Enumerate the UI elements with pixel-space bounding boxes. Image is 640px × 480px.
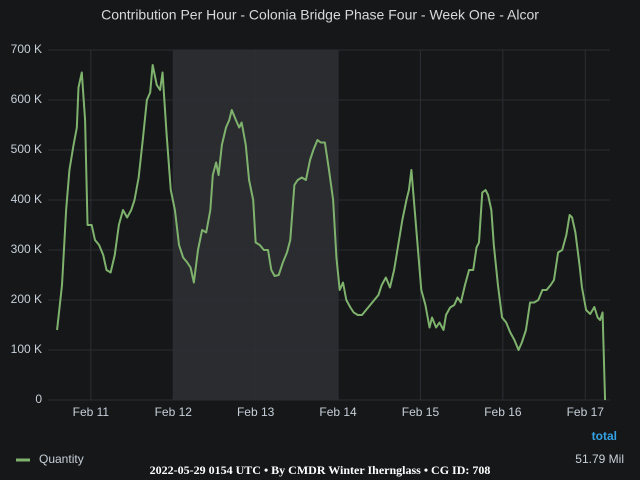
y-tick-label: 700 K — [11, 42, 42, 56]
legend-header: total — [592, 429, 617, 443]
y-tick-label: 100 K — [11, 342, 42, 356]
y-tick-label: 500 K — [11, 142, 42, 156]
x-tick-label: Feb 17 — [567, 405, 605, 419]
y-tick-label: 0 — [35, 392, 42, 406]
x-tick-label: Feb 16 — [484, 405, 522, 419]
x-tick-label: Feb 11 — [73, 405, 110, 419]
x-tick-label: Feb 15 — [402, 405, 440, 419]
x-tick-label: Feb 13 — [237, 405, 275, 419]
series-line — [56, 64, 607, 401]
x-tick-label: Feb 12 — [155, 405, 193, 419]
legend-label: Quantity — [39, 452, 84, 466]
y-tick-label: 400 K — [11, 192, 42, 206]
legend-total: 51.79 Mil — [575, 452, 624, 466]
x-tick-label: Feb 14 — [319, 405, 357, 419]
y-tick-label: 600 K — [11, 92, 42, 106]
y-tick-label: 300 K — [11, 242, 42, 256]
footer: 2022-05-29 0154 UTC • By CMDR Winter Ihe… — [150, 463, 491, 477]
chart-title: Contribution Per Hour - Colonia Bridge P… — [101, 7, 539, 23]
y-tick-label: 200 K — [11, 292, 42, 306]
